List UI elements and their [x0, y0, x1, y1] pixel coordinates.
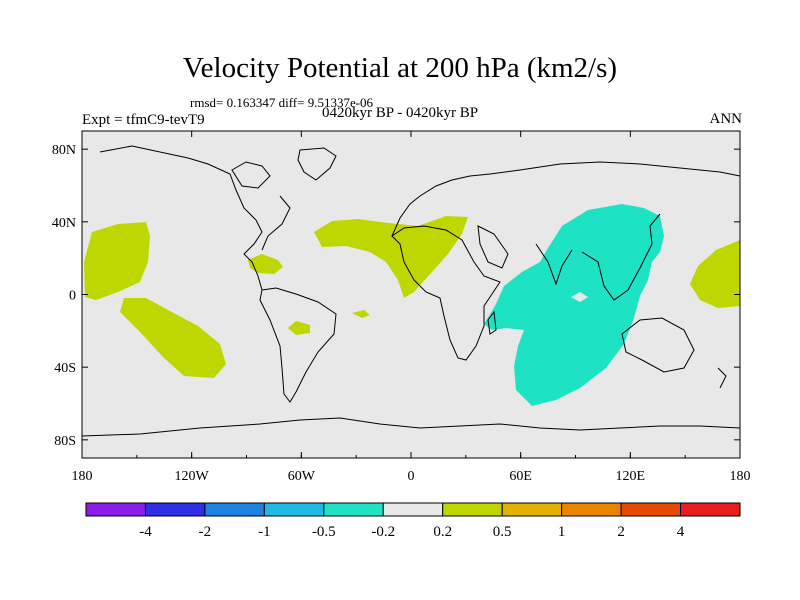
coast-arabia — [477, 225, 509, 269]
coast-africa — [391, 225, 501, 361]
colorbar-box — [620, 502, 682, 517]
x-tick-label: 120E — [616, 469, 646, 484]
map-background — [82, 131, 740, 458]
y-tick-label: 40N — [52, 216, 76, 231]
coast-europe — [391, 161, 741, 237]
coast-madagascar — [487, 310, 497, 335]
coast-australia — [621, 317, 695, 373]
colorbar-label: -0.2 — [371, 524, 395, 540]
map-title: Velocity Potential at 200 hPa (km2/s) — [182, 52, 618, 84]
negative-region-indian-ocean-asia — [484, 204, 664, 406]
colorbar: -4 -2 -1 -0.5 -0.2 0.2 0.5 1 2 4 — [85, 502, 741, 540]
colorbar-box — [144, 502, 206, 517]
x-tick-label: 0 — [408, 469, 415, 484]
coast-hudson — [231, 161, 271, 189]
x-tick-label: 180 — [730, 469, 751, 484]
colorbar-label: 4 — [677, 524, 685, 540]
colorbar-box — [501, 502, 563, 517]
colorbar-box — [442, 502, 503, 517]
y-tick-label: 80N — [52, 143, 76, 158]
x-tick-label: 60W — [288, 469, 316, 484]
coast-antarctica — [81, 417, 741, 437]
y-tick-labels: 80N 40N 0 40S 80S — [52, 143, 76, 449]
colorbar-box — [680, 502, 741, 517]
colorbar-box — [204, 502, 265, 517]
colorbar-box — [561, 502, 622, 517]
coast-south-america — [259, 287, 337, 403]
axis-ticks — [81, 131, 741, 458]
coast-greenland — [297, 147, 337, 181]
x-tick-label: 60E — [509, 469, 532, 484]
x-tick-label: 180 — [72, 469, 93, 484]
colorbar-box — [382, 502, 444, 517]
colorbar-label: -4 — [139, 524, 152, 540]
colorbar-label: -0.5 — [312, 524, 336, 540]
coast-north-america — [99, 145, 263, 291]
map-panel: 180 120W 60W 0 60E 120E 180 80N 40N 0 40S 80S — [52, 130, 751, 484]
coastlines — [81, 145, 741, 437]
coast-india — [535, 243, 573, 286]
colorbar-label: 0.2 — [433, 524, 452, 540]
y-tick-label: 40S — [54, 361, 76, 376]
colorbar-box — [85, 502, 146, 517]
x-tick-labels: 180 120W 60W 0 60E 120E 180 — [72, 469, 751, 484]
colorbar-label: -1 — [258, 524, 271, 540]
colorbar-label: 1 — [558, 524, 566, 540]
stats-label: rmsd= 0.163347 diff= 9.51337e-06 — [190, 95, 374, 110]
positive-region-caribbean — [248, 254, 283, 274]
coast-southeast-asia — [581, 213, 661, 301]
positive-region-north-africa — [314, 216, 468, 298]
x-tick-label: 120W — [175, 469, 210, 484]
positive-region-south-atlantic — [352, 310, 370, 318]
colorbar-box — [323, 502, 384, 517]
season-label: ANN — [709, 111, 743, 127]
colorbar-label: -2 — [199, 524, 212, 540]
positive-region-west-pacific — [690, 240, 740, 308]
colorbar-label: 0.5 — [493, 524, 512, 540]
period-label: 0420kyr BP - 0420kyr BP — [322, 105, 479, 121]
y-tick-label: 0 — [69, 289, 76, 304]
positive-region-south-america — [288, 321, 310, 335]
positive-region-east-pacific-north — [84, 222, 150, 300]
colorbar-label: 2 — [617, 524, 625, 540]
y-tick-label: 80S — [54, 434, 76, 449]
experiment-label: Expt = tfmC9-tevT9 — [82, 112, 205, 128]
positive-region-east-pacific-south — [120, 298, 226, 378]
coast-new-zealand — [717, 367, 727, 389]
colorbar-box — [263, 502, 325, 517]
neutral-hole-bay-of-bengal — [571, 292, 588, 302]
coast-east-america — [261, 195, 291, 251]
